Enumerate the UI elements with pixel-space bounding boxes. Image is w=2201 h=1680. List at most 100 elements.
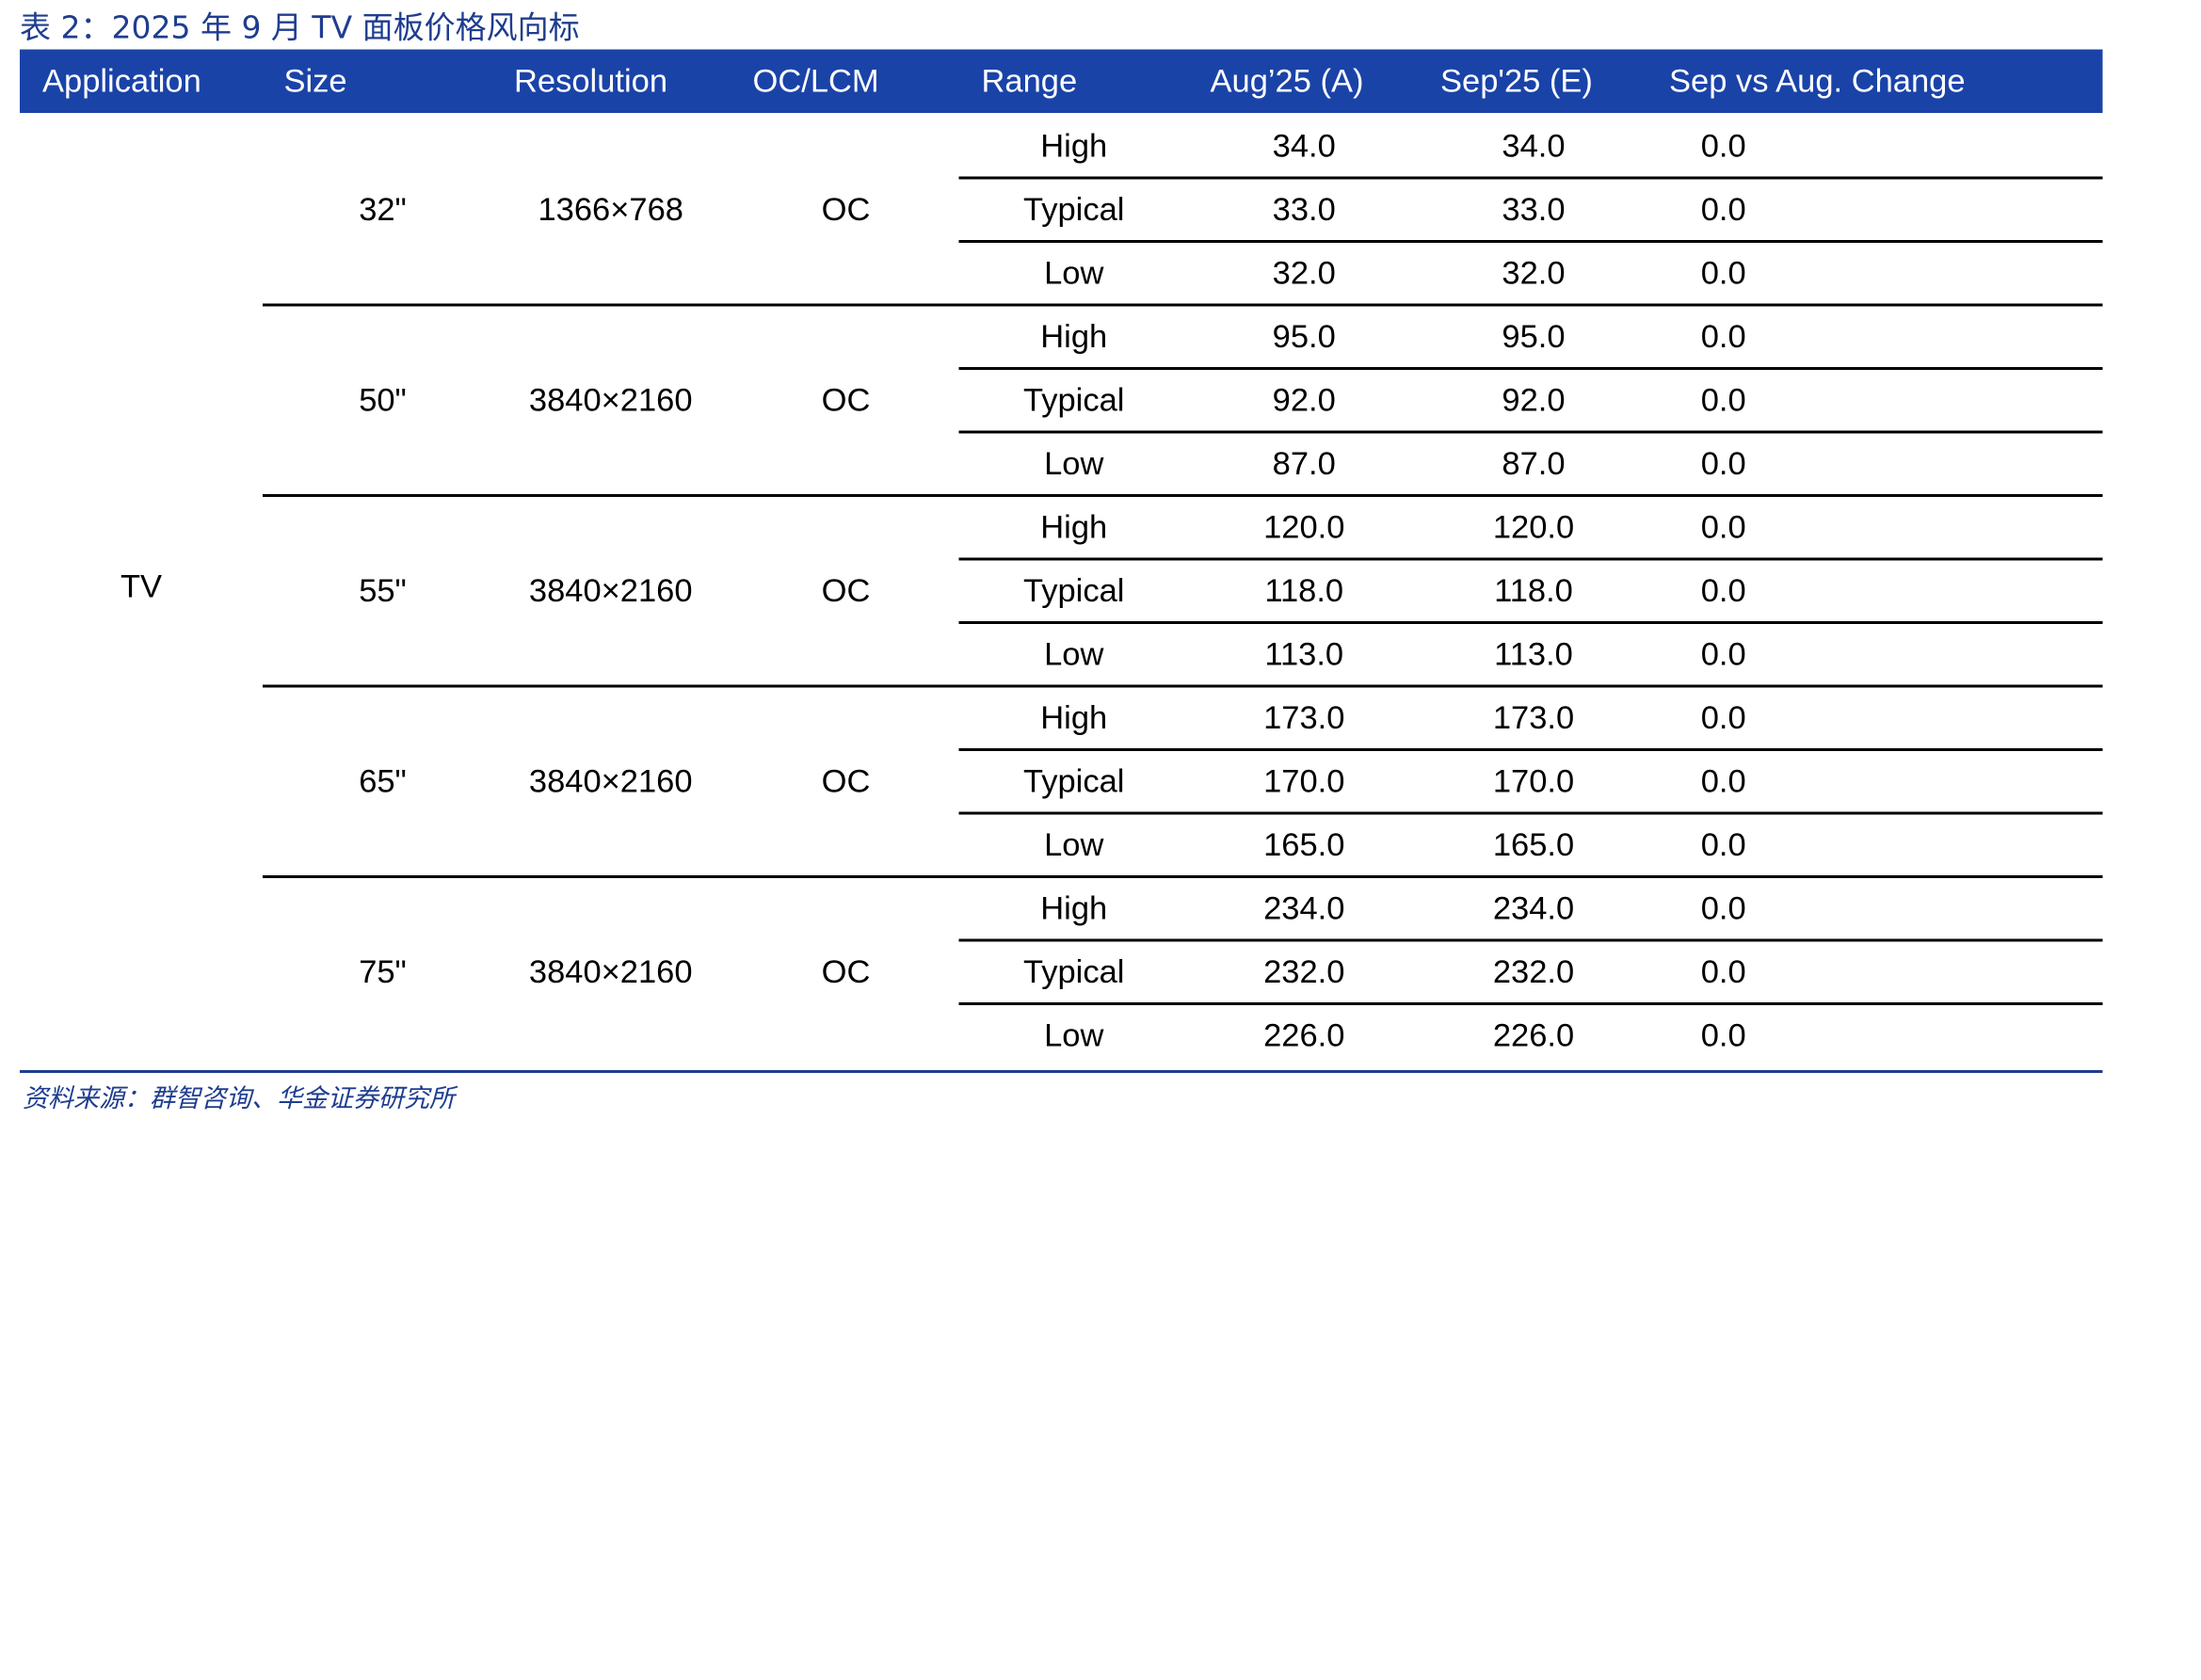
change-value-cell: 0.0 xyxy=(1700,508,1746,545)
header-size: Size xyxy=(283,62,347,99)
range-cell: Typical xyxy=(1023,190,1125,228)
sep-value-cell: 165.0 xyxy=(1492,825,1575,863)
group-divider xyxy=(263,684,2103,687)
change-value-cell: 0.0 xyxy=(1700,635,1746,672)
range-cell: Low xyxy=(1044,444,1104,482)
aug-value-cell: 118.0 xyxy=(1264,571,1344,609)
change-value-cell: 0.0 xyxy=(1700,317,1746,355)
aug-value-cell: 234.0 xyxy=(1263,889,1345,926)
aug-value-cell: 120.0 xyxy=(1263,508,1345,545)
resolution-cell: 1366×768 xyxy=(538,190,683,228)
range-cell: Low xyxy=(1044,825,1104,863)
header-aug: Aug’25 (A) xyxy=(1210,62,1364,99)
sep-value-cell: 120.0 xyxy=(1492,508,1575,545)
row-divider xyxy=(958,367,2103,370)
size-cell: 75" xyxy=(359,952,407,990)
range-cell: High xyxy=(1040,127,1108,164)
change-value-cell: 0.0 xyxy=(1700,254,1746,291)
aug-value-cell: 32.0 xyxy=(1272,254,1336,291)
range-cell: High xyxy=(1040,508,1108,545)
source-note: 资料来源：群智咨询、华金证券研究所 xyxy=(23,1084,455,1114)
sep-value-cell: 118.0 xyxy=(1494,571,1573,609)
row-divider xyxy=(958,938,2103,941)
row-divider xyxy=(958,748,2103,751)
header-oc-lcm: OC/LCM xyxy=(752,62,879,99)
aug-value-cell: 226.0 xyxy=(1263,1016,1345,1053)
aug-value-cell: 113.0 xyxy=(1264,635,1344,672)
change-value-cell: 0.0 xyxy=(1700,444,1746,482)
change-value-cell: 0.0 xyxy=(1700,762,1746,799)
range-cell: Typical xyxy=(1023,571,1125,609)
size-cell: 50" xyxy=(359,381,407,418)
range-cell: High xyxy=(1040,889,1108,926)
sep-value-cell: 173.0 xyxy=(1492,698,1575,736)
header-resolution: Resolution xyxy=(514,62,668,99)
table-header: Application Size Resolution OC/LCM Range… xyxy=(20,49,2103,113)
change-value-cell: 0.0 xyxy=(1700,190,1746,228)
sep-value-cell: 34.0 xyxy=(1502,127,1566,164)
sep-value-cell: 87.0 xyxy=(1502,444,1566,482)
table-caption: 表 2：2025 年 9 月 TV 面板价格风向标 xyxy=(20,11,580,47)
aug-value-cell: 87.0 xyxy=(1272,444,1336,482)
resolution-cell: 3840×2160 xyxy=(528,952,693,990)
oc-lcm-cell: OC xyxy=(821,381,871,418)
range-cell: Typical xyxy=(1023,952,1125,990)
header-sep: Sep'25 (E) xyxy=(1440,62,1593,99)
aug-value-cell: 34.0 xyxy=(1272,127,1336,164)
price-table: Application Size Resolution OC/LCM Range… xyxy=(20,49,2103,1073)
application-cell: TV xyxy=(120,568,163,604)
aug-value-cell: 92.0 xyxy=(1272,381,1336,418)
range-cell: Low xyxy=(1044,254,1104,291)
oc-lcm-cell: OC xyxy=(821,571,871,609)
range-cell: Typical xyxy=(1023,762,1125,799)
sep-value-cell: 170.0 xyxy=(1492,762,1575,799)
aug-value-cell: 165.0 xyxy=(1263,825,1345,863)
aug-value-cell: 232.0 xyxy=(1263,952,1345,990)
sep-value-cell: 32.0 xyxy=(1502,254,1566,291)
change-value-cell: 0.0 xyxy=(1700,889,1746,926)
sep-value-cell: 234.0 xyxy=(1492,889,1575,926)
row-divider xyxy=(958,1002,2103,1005)
change-value-cell: 0.0 xyxy=(1700,952,1746,990)
aug-value-cell: 173.0 xyxy=(1263,698,1345,736)
sep-value-cell: 95.0 xyxy=(1502,317,1566,355)
aug-value-cell: 33.0 xyxy=(1272,190,1336,228)
change-value-cell: 0.0 xyxy=(1700,571,1746,609)
oc-lcm-cell: OC xyxy=(821,762,871,799)
header-range: Range xyxy=(981,62,1078,99)
sep-value-cell: 92.0 xyxy=(1502,381,1566,418)
row-divider xyxy=(958,430,2103,433)
header-change: Sep vs Aug. Change xyxy=(1669,62,1966,99)
aug-value-cell: 95.0 xyxy=(1272,317,1336,355)
change-value-cell: 0.0 xyxy=(1700,698,1746,736)
range-cell: Low xyxy=(1044,1016,1104,1053)
group-divider xyxy=(263,875,2103,878)
oc-lcm-cell: OC xyxy=(821,190,871,228)
change-value-cell: 0.0 xyxy=(1700,127,1746,164)
table-bottom-rule xyxy=(20,1070,2103,1073)
sep-value-cell: 232.0 xyxy=(1492,952,1575,990)
size-cell: 55" xyxy=(359,571,407,609)
row-divider xyxy=(958,811,2103,814)
size-cell: 32" xyxy=(359,190,407,228)
table-body: TV 32" 1366×768 OC High 34.0 34.0 0.0 Typical 33… xyxy=(20,113,2103,1073)
sep-value-cell: 113.0 xyxy=(1494,635,1573,672)
row-divider xyxy=(958,621,2103,624)
group-divider xyxy=(263,494,2103,497)
range-cell: High xyxy=(1040,317,1108,355)
aug-value-cell: 170.0 xyxy=(1263,762,1345,799)
sep-value-cell: 33.0 xyxy=(1502,190,1566,228)
header-application: Application xyxy=(42,62,201,99)
range-cell: High xyxy=(1040,698,1108,736)
change-value-cell: 0.0 xyxy=(1700,1016,1746,1053)
resolution-cell: 3840×2160 xyxy=(528,571,693,609)
change-value-cell: 0.0 xyxy=(1700,825,1746,863)
group-divider xyxy=(263,303,2103,306)
range-cell: Low xyxy=(1044,635,1104,672)
change-value-cell: 0.0 xyxy=(1700,381,1746,418)
size-cell: 65" xyxy=(359,762,407,799)
row-divider xyxy=(958,240,2103,243)
oc-lcm-cell: OC xyxy=(821,952,871,990)
sep-value-cell: 226.0 xyxy=(1492,1016,1575,1053)
